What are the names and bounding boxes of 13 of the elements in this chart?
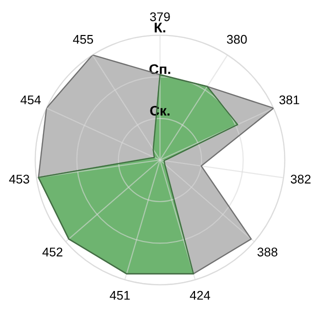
y-tick-label: Ск. bbox=[150, 106, 170, 116]
spoke-label: 424 bbox=[190, 290, 210, 300]
spoke-label: 380 bbox=[226, 34, 247, 44]
spoke-label: 453 bbox=[9, 174, 30, 184]
spoke-label: 379 bbox=[150, 12, 170, 22]
spoke-label: 381 bbox=[279, 95, 300, 104]
spoke-label: 388 bbox=[257, 248, 278, 256]
spoke-label: 451 bbox=[110, 291, 130, 300]
spoke-label: 452 bbox=[42, 248, 62, 256]
y-tick-label: К. bbox=[154, 22, 166, 32]
spoke-label: 382 bbox=[290, 174, 311, 184]
spoke-label: 455 bbox=[73, 35, 94, 44]
spoke-label: 454 bbox=[20, 96, 41, 104]
